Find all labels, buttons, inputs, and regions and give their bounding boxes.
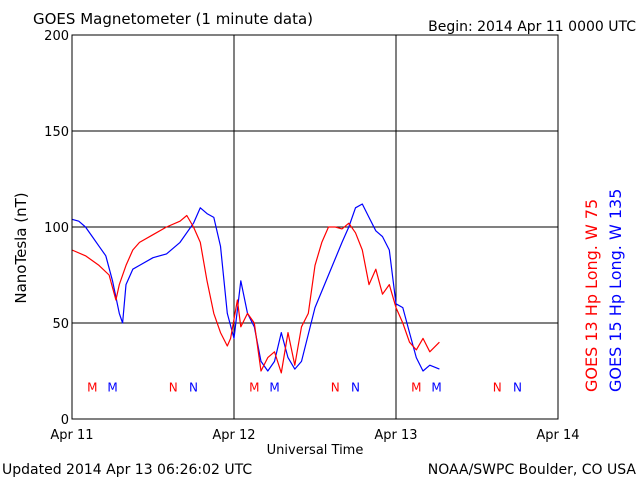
marker-label: N (351, 380, 360, 394)
marker-label: N (331, 380, 340, 394)
x-tick-label: Apr 13 (374, 428, 417, 443)
x-tick-label: Apr 14 (536, 428, 579, 443)
x-axis-label: Universal Time (267, 443, 364, 458)
marker-label: N (493, 380, 502, 394)
legend-entry: GOES 15 Hp Long. W 135 (606, 189, 625, 392)
legend-entry: GOES 13 Hp Long. W 75 (582, 199, 601, 392)
grid (72, 35, 558, 419)
y-tick-label: 100 (44, 221, 69, 236)
y-axis-label: NanoTesla (nT) (12, 192, 30, 303)
plot-frame (71, 34, 559, 420)
chart-title: GOES Magnetometer (1 minute data) (33, 10, 313, 28)
series-lines (71, 203, 440, 374)
legend: GOES 13 Hp Long. W 75 GOES 15 Hp Long. W … (582, 189, 625, 392)
marker-label: M (87, 380, 97, 394)
x-tick-labels: Apr 11 Apr 12 Apr 13 Apr 14 (50, 428, 579, 443)
marker-label: M (431, 380, 441, 394)
x-tick-label: Apr 11 (50, 428, 93, 443)
marker-label: M (107, 380, 117, 394)
y-tick-label: 50 (52, 317, 69, 332)
source-credit: NOAA/SWPC Boulder, CO USA (428, 462, 637, 478)
marker-label: M (269, 380, 279, 394)
y-tick-label: 150 (44, 125, 69, 140)
marker-label: M (411, 380, 421, 394)
series-line (71, 214, 440, 374)
marker-label: N (169, 380, 178, 394)
begin-label: Begin: 2014 Apr 11 0000 UTC (428, 19, 636, 35)
y-tick-labels: 0 50 100 150 200 (44, 29, 69, 428)
marker-label: N (189, 380, 198, 394)
marker-label: M (249, 380, 259, 394)
updated-timestamp: Updated 2014 Apr 13 06:26:02 UTC (2, 462, 252, 478)
x-tick-label: Apr 12 (212, 428, 255, 443)
marker-label: N (513, 380, 522, 394)
y-tick-label: 200 (44, 29, 69, 44)
y-tick-label: 0 (61, 413, 69, 428)
